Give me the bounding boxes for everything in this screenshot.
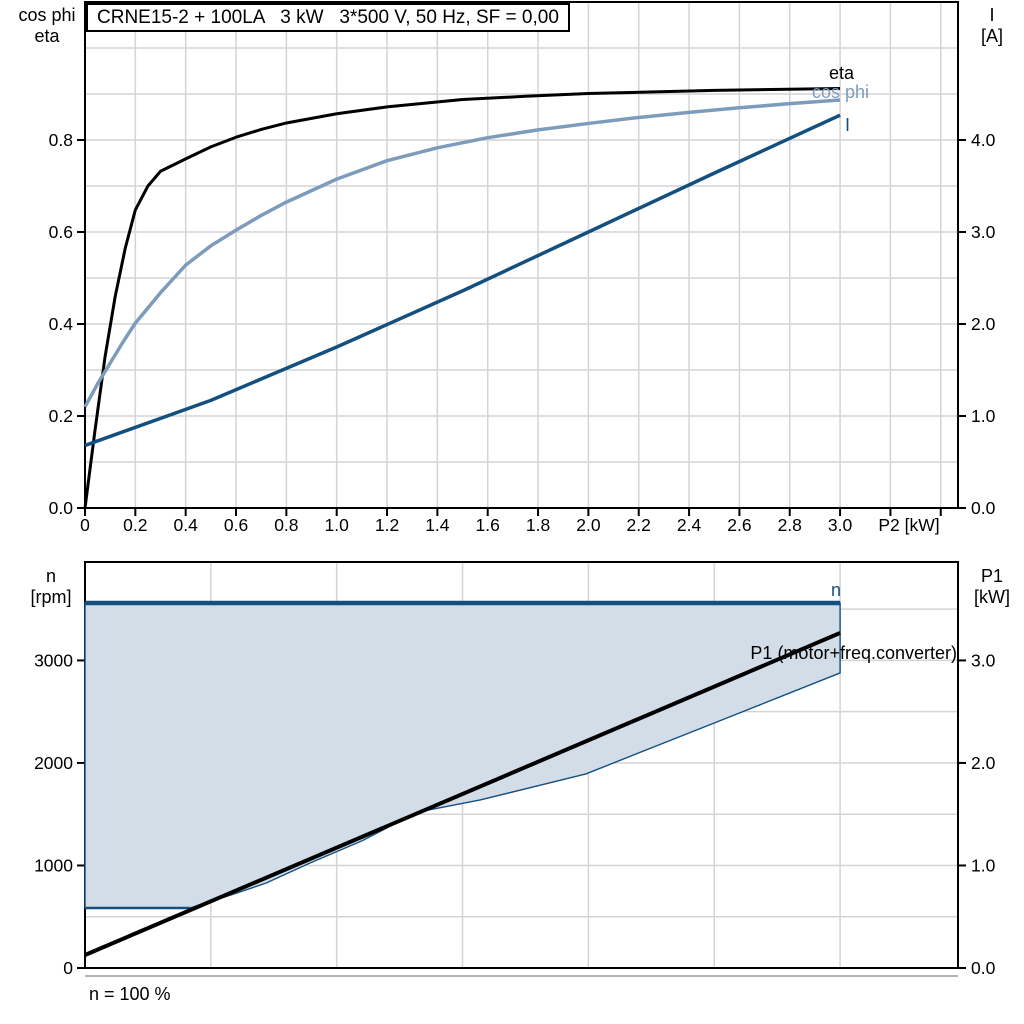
x-tick-label: 1.8 <box>526 515 550 535</box>
x-tick-label: 0 <box>80 515 90 535</box>
right-tick-label: 2.0 <box>971 753 996 773</box>
right-tick-label: 2.0 <box>971 314 996 334</box>
right-tick-label: 3.0 <box>971 650 996 670</box>
p1-motor-freq-converter-curve <box>84 631 841 957</box>
x-tick-label: 1.2 <box>375 515 399 535</box>
eta-curve <box>83 86 841 509</box>
right-tick-label: 0.0 <box>971 498 996 518</box>
right-tick-label: 1.0 <box>971 855 996 875</box>
x-tick-label: 2.6 <box>727 515 751 535</box>
bottom-chart-speed-power: 0 1000 2000 3000 0.0 1.0 2.0 3.0 n P1 (motor+freq… <box>34 561 996 978</box>
p1-motor-freq-converter-label: P1 (motor+freq.converter) <box>750 643 957 663</box>
left-tick-label: 1000 <box>34 855 73 875</box>
eta-label: eta <box>829 63 855 83</box>
top-left-axis-title: cos phi eta <box>18 5 76 46</box>
left-tick-label: 3000 <box>34 650 73 670</box>
left-tick-label: 0.4 <box>49 314 74 334</box>
right-tick-label: 4.0 <box>971 130 996 150</box>
speed-setting-footnote: n = 100 % <box>89 984 171 1004</box>
left-tick-label: 0.0 <box>49 498 74 518</box>
bottom-right-axis-title: P1 [kW] <box>974 566 1010 607</box>
right-tick-label: 3.0 <box>971 222 996 242</box>
bottom-left-axis-title: n [rpm] <box>30 566 72 607</box>
x-tick-label: 2.0 <box>576 515 601 535</box>
x-tick-label: 2.4 <box>677 515 702 535</box>
x-tick-label: 2.8 <box>778 515 802 535</box>
current-I-label: I <box>845 115 850 135</box>
x-tick-label: 1.0 <box>325 515 350 535</box>
left-tick-label: 0.2 <box>49 406 73 426</box>
left-tick-label: 0 <box>63 958 73 978</box>
left-tick-label: 0.6 <box>49 222 73 242</box>
x-tick-label: 3.0 <box>828 515 853 535</box>
speed-range-area-area <box>84 602 841 909</box>
right-tick-label: 1.0 <box>971 406 996 426</box>
n-max-speed-label: n <box>831 580 841 600</box>
cos-phi-label: cos phi <box>812 82 869 102</box>
cos-phi-curve <box>83 98 841 408</box>
x-tick-label: 0.8 <box>274 515 298 535</box>
x-tick-label: 2.2 <box>627 515 651 535</box>
plot-frame <box>84 1 959 509</box>
current-I-curve <box>84 113 841 448</box>
top-right-axis-title: I [A] <box>980 5 1003 46</box>
x-tick-label: 1.4 <box>425 515 450 535</box>
left-tick-label: 0.8 <box>49 130 73 150</box>
x-tick-label: 1.6 <box>476 515 500 535</box>
chart-title-box: CRNE15-2 + 100LA 3 kW 3*500 V, 50 Hz, SF… <box>86 3 570 32</box>
x-tick-label: 0.6 <box>224 515 248 535</box>
x-tick-label: 0.2 <box>123 515 147 535</box>
top-chart-performance: 0 0.2 0.4 0.6 0.8 1.0 1.2 1.4 1.6 1.8 2.0 2.2 2.4 2.6… <box>49 1 996 535</box>
right-tick-label: 0.0 <box>971 958 996 978</box>
left-tick-label: 2000 <box>34 753 73 773</box>
x-axis-label: P2 [kW] <box>878 515 939 535</box>
x-tick-label: 0.4 <box>174 515 199 535</box>
